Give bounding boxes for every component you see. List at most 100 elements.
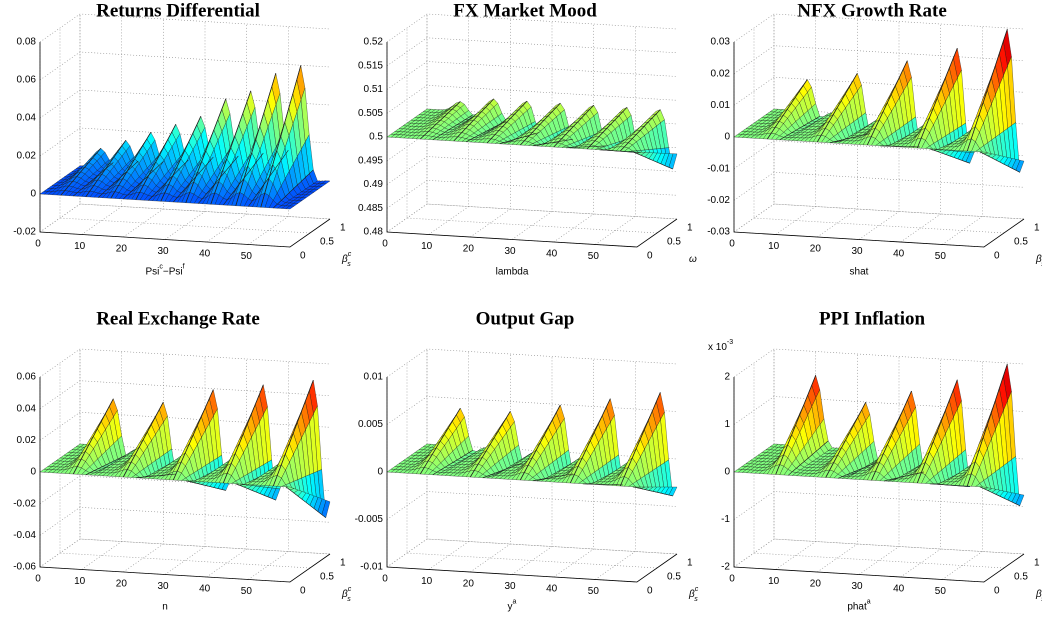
surface-chart: PPI Inflation0102030405000.51-2-1012phat… — [708, 308, 1042, 612]
chart-title: Output Gap — [476, 308, 575, 329]
z-tick-label: 0.02 — [711, 68, 731, 79]
z-tick-label: -1 — [721, 514, 730, 525]
x-tick-label: 10 — [421, 576, 433, 587]
y-tick-label: 0.5 — [667, 572, 681, 583]
y-tick-label: 1 — [687, 558, 693, 569]
z-tick-label: 0.02 — [17, 435, 37, 446]
x-tick-label: 0 — [382, 239, 388, 250]
label-part: s — [347, 596, 351, 603]
y-tick-label: 0.5 — [320, 237, 334, 248]
axis-label: βcs — [341, 251, 352, 268]
grid-line — [387, 349, 677, 377]
surface — [40, 380, 330, 518]
z-tick-label: 0 — [30, 467, 36, 478]
y-tick-label: 0.5 — [1014, 572, 1028, 583]
label-part: -3 — [727, 339, 733, 346]
z-tick-label: -0.01 — [360, 562, 383, 573]
x-tick-label: 40 — [199, 584, 211, 595]
chart-title: Real Exchange Rate — [96, 308, 260, 329]
grid-line — [387, 38, 677, 66]
grid-line — [387, 204, 677, 232]
axis-label: βcs — [688, 586, 699, 603]
grid-line — [734, 172, 1024, 200]
y-tick-label: 1 — [1034, 558, 1040, 569]
x-tick-label: 40 — [546, 584, 558, 595]
x-tick-label: 30 — [157, 581, 169, 592]
y-tick-label: 0.5 — [320, 572, 334, 583]
surface-chart: FX Market Mood0102030405000.510.480.4850… — [358, 0, 697, 277]
grid-line — [734, 492, 1024, 520]
axis-label: shat — [850, 266, 869, 277]
x-tick-label: 50 — [935, 586, 947, 597]
z-tick-label: -0.005 — [355, 514, 384, 525]
label-part: ω — [689, 254, 697, 265]
axis-label: lambda — [496, 266, 529, 277]
label-part: −Psi — [163, 266, 183, 277]
y-tick-label: 1 — [1034, 223, 1040, 234]
x-tick-label: 20 — [463, 579, 475, 590]
label-part: Psi — [145, 266, 159, 277]
x-tick-label: 0 — [729, 239, 735, 250]
z-tick-label: 0.505 — [358, 108, 383, 119]
y-tick-label: 0.5 — [667, 237, 681, 248]
surface — [734, 29, 1024, 172]
surface — [734, 364, 1024, 506]
surface — [387, 392, 677, 496]
surface-chart: Output Gap0102030405000.51-0.01-0.00500.… — [355, 308, 699, 612]
grid-line — [734, 204, 1024, 232]
x-tick-label: 20 — [810, 579, 822, 590]
x-tick-label: 0 — [35, 574, 41, 585]
y-tick-label: 1 — [340, 223, 346, 234]
z-tick-label: 0 — [377, 467, 383, 478]
x-tick-label: 40 — [546, 249, 558, 260]
z-tick-label: -0.02 — [13, 498, 36, 509]
label-part: c — [348, 251, 352, 258]
label-part: f — [183, 263, 185, 270]
x-tick-label: 20 — [463, 244, 475, 255]
z-tick-label: 0 — [724, 467, 730, 478]
surface-chart: Real Exchange Rate0102030405000.51-0.06-… — [13, 308, 352, 612]
chart-title: PPI Inflation — [819, 308, 926, 329]
chart-title: Returns Differential — [96, 0, 260, 21]
axis-label: βcs — [1035, 251, 1042, 268]
y-tick-label: 0.5 — [1014, 237, 1028, 248]
axis-label: βcs — [341, 586, 352, 603]
x-tick-label: 10 — [768, 576, 780, 587]
axis-label: x 10-3 — [708, 339, 733, 353]
x-tick-label: 30 — [157, 246, 169, 257]
x-tick-label: 40 — [199, 249, 211, 260]
label-part: s — [347, 261, 351, 268]
x-tick-label: 10 — [768, 241, 780, 252]
y-tick-label: 1 — [340, 558, 346, 569]
z-tick-label: 0.51 — [364, 84, 384, 95]
label-part: x 10 — [708, 342, 727, 353]
z-tick-label: 0.495 — [358, 155, 383, 166]
z-tick-label: 0.03 — [711, 37, 731, 48]
x-tick-label: 30 — [851, 581, 863, 592]
z-tick-label: 0.04 — [17, 403, 37, 414]
x-tick-label: 40 — [893, 249, 905, 260]
grid-line — [734, 77, 1024, 105]
z-tick-label: -0.03 — [707, 227, 730, 238]
z-tick-label: 0 — [724, 132, 730, 143]
axis-label: ya — [508, 598, 517, 612]
x-tick-label: 50 — [588, 586, 600, 597]
y-tick-label: 0 — [300, 586, 306, 597]
axis-label: phata — [847, 598, 870, 612]
grid-line — [387, 157, 677, 185]
z-tick-label: 1 — [724, 419, 730, 430]
grid-line — [734, 397, 1024, 425]
z-tick-label: 0.01 — [711, 100, 731, 111]
x-tick-label: 20 — [116, 244, 128, 255]
z-tick-label: 0.5 — [369, 132, 383, 143]
grid-line — [40, 349, 330, 377]
z-tick-label: -0.02 — [707, 195, 730, 206]
label-part: shat — [850, 266, 869, 277]
grid-line — [40, 90, 330, 118]
grid-line — [82, 17, 122, 235]
x-tick-label: 50 — [241, 251, 253, 262]
z-tick-label: 0.515 — [358, 60, 383, 71]
y-tick-label: 0 — [300, 251, 306, 262]
grid-line — [40, 52, 330, 80]
